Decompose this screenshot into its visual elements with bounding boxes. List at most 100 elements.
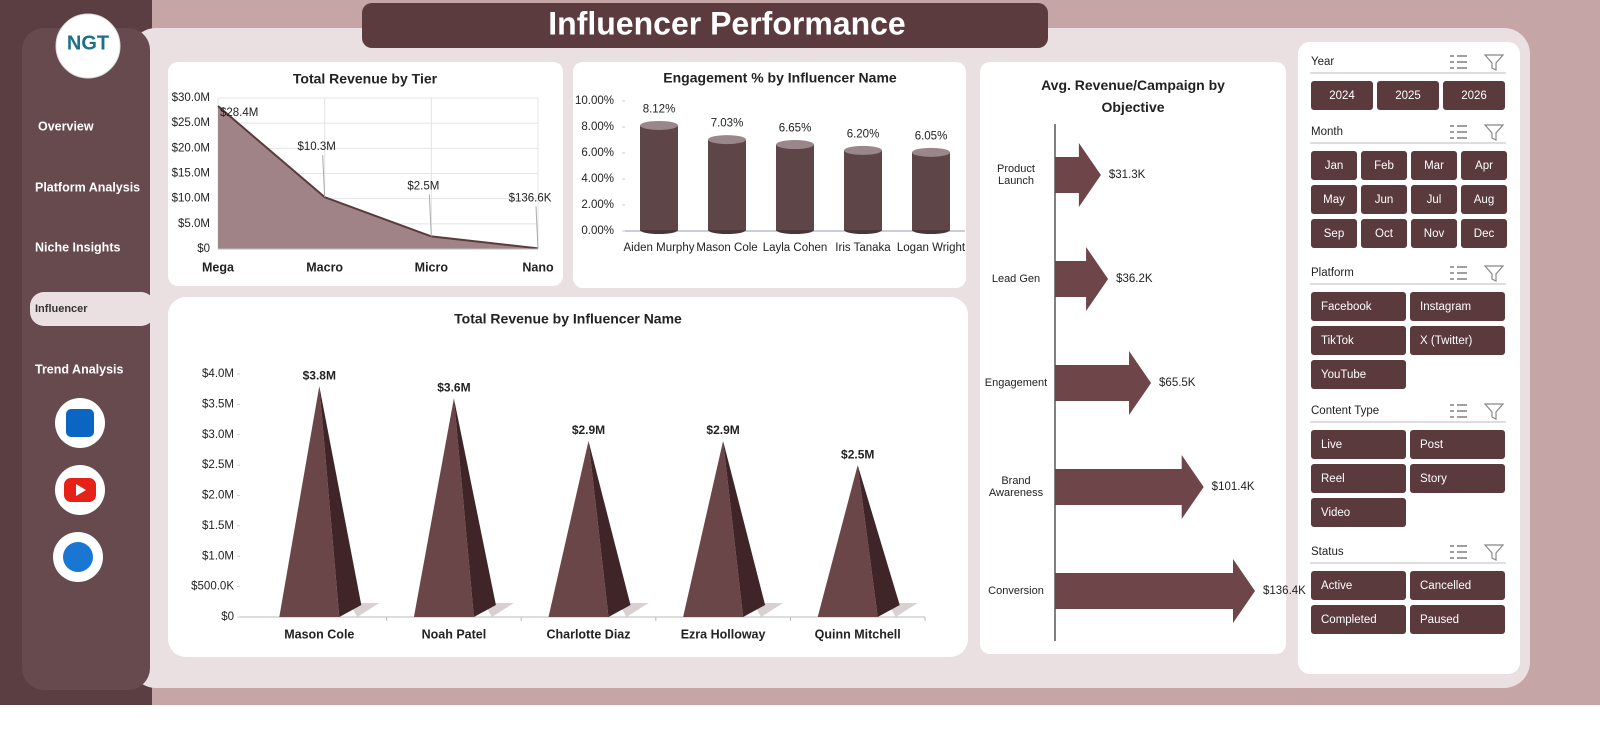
- slicer-button-label[interactable]: Post: [1420, 439, 1444, 451]
- y-tick-label: 6.00%: [581, 147, 614, 159]
- value-label: 6.20%: [847, 128, 880, 140]
- slicer-button[interactable]: [1361, 151, 1407, 180]
- slicer-button[interactable]: [1361, 185, 1407, 214]
- slicer-button-label[interactable]: Jun: [1375, 194, 1394, 206]
- slicer-button-label[interactable]: Video: [1321, 507, 1350, 519]
- value-label: $136.4K: [1263, 585, 1306, 597]
- clear-filter-icon[interactable]: [1483, 124, 1505, 141]
- clear-filter-icon[interactable]: [1483, 54, 1505, 71]
- slicer-button[interactable]: [1311, 326, 1406, 355]
- bar-top: [912, 147, 950, 157]
- clear-filter-icon[interactable]: [1483, 544, 1505, 561]
- x-tick-label: Mason Cole: [284, 627, 354, 641]
- chart-title: Engagement % by Influencer Name: [663, 70, 897, 86]
- slicer-button-label[interactable]: Sep: [1324, 228, 1344, 240]
- y-tick-label: $3.5M: [202, 398, 234, 410]
- slicer-button-label[interactable]: Reel: [1321, 473, 1345, 485]
- x-tick-label: Layla Cohen: [763, 242, 828, 254]
- slicer-button[interactable]: [1410, 430, 1505, 459]
- multi-select-icon[interactable]: [1450, 55, 1467, 69]
- slicer-button-label[interactable]: Jul: [1427, 194, 1442, 206]
- nav-item[interactable]: Platform Analysis: [35, 180, 140, 194]
- slicer-button[interactable]: [1411, 151, 1457, 180]
- slicer-button-label[interactable]: Facebook: [1321, 301, 1372, 313]
- multi-select-icon[interactable]: [1450, 125, 1467, 139]
- multi-select-icon[interactable]: [1450, 266, 1467, 280]
- slicer-button[interactable]: [1311, 571, 1406, 600]
- card: [168, 297, 968, 657]
- slicer-button[interactable]: [1311, 464, 1406, 493]
- y-tick-label: $2.5M: [202, 459, 234, 471]
- multi-select-icon[interactable]: [1450, 545, 1467, 559]
- slicer-button[interactable]: [1410, 464, 1505, 493]
- bar: [912, 152, 950, 230]
- slicer-button-label[interactable]: Paused: [1420, 614, 1459, 626]
- slicer-button[interactable]: [1461, 185, 1507, 214]
- chart-title: Total Revenue by Influencer Name: [454, 311, 682, 327]
- slicer-button[interactable]: [1311, 360, 1406, 389]
- slicer-button[interactable]: [1311, 185, 1357, 214]
- slicer-button[interactable]: [1443, 81, 1505, 110]
- nav-item[interactable]: Influencer: [35, 303, 88, 315]
- slicer-button-label[interactable]: Oct: [1375, 228, 1394, 240]
- slicer-button-label[interactable]: Completed: [1321, 614, 1377, 626]
- value-label: $28.4M: [220, 107, 258, 119]
- y-tick-label: $3.0M: [202, 429, 234, 441]
- category-label: Brand Awareness: [988, 475, 1044, 499]
- slicer-button[interactable]: [1410, 292, 1505, 321]
- value-label: $36.2K: [1116, 273, 1153, 285]
- slicer-button-label[interactable]: TikTok: [1321, 335, 1354, 347]
- nav-item[interactable]: Trend Analysis: [35, 362, 124, 376]
- slicer-button-label[interactable]: Jan: [1325, 160, 1344, 172]
- slicer-button-label[interactable]: Story: [1420, 473, 1447, 485]
- slicer-button[interactable]: [1461, 219, 1507, 248]
- nav-item[interactable]: Niche Insights: [35, 240, 120, 254]
- x-tick-label: Iris Tanaka: [835, 242, 891, 254]
- bar: [1055, 351, 1152, 415]
- value-label: 8.12%: [643, 103, 676, 115]
- slicer-button[interactable]: [1311, 292, 1406, 321]
- slicer-button[interactable]: [1410, 605, 1505, 634]
- slicer-button-label[interactable]: Active: [1321, 580, 1352, 592]
- nav-active-tab: [30, 292, 155, 326]
- slicer-button-label[interactable]: 2025: [1395, 90, 1421, 102]
- slicer-button-label[interactable]: X (Twitter): [1420, 335, 1473, 347]
- bar: [279, 386, 340, 617]
- slicer-button-label[interactable]: Feb: [1374, 160, 1394, 172]
- slicer-button[interactable]: [1311, 605, 1406, 634]
- sidebar: [22, 28, 150, 690]
- slicer-button[interactable]: [1377, 81, 1439, 110]
- slicer-button[interactable]: [1361, 219, 1407, 248]
- slicer-button[interactable]: [1311, 498, 1406, 527]
- clear-filter-icon[interactable]: [1483, 403, 1505, 420]
- slicer-button[interactable]: [1410, 326, 1505, 355]
- clear-filter-icon[interactable]: [1483, 265, 1505, 282]
- slicer-button[interactable]: [1410, 571, 1505, 600]
- slicer-button[interactable]: [1311, 81, 1373, 110]
- slicer-button[interactable]: [1411, 185, 1457, 214]
- slicer-button[interactable]: [1461, 151, 1507, 180]
- slicer-button-label[interactable]: Mar: [1424, 160, 1444, 172]
- slicer-button-label[interactable]: YouTube: [1321, 369, 1366, 381]
- x-tick-label: Micro: [415, 260, 449, 274]
- slicer-button-label[interactable]: Instagram: [1420, 301, 1471, 313]
- slicer-title: Status: [1311, 546, 1344, 558]
- slicer-button-label[interactable]: 2026: [1461, 90, 1487, 102]
- nav-item[interactable]: Overview: [38, 119, 94, 133]
- slicer-button[interactable]: [1311, 151, 1357, 180]
- slicer-button-label[interactable]: Live: [1321, 439, 1342, 451]
- multi-select-icon[interactable]: [1450, 404, 1467, 418]
- slicer-button-label[interactable]: Apr: [1475, 160, 1493, 172]
- slicer-button-label[interactable]: 2024: [1329, 90, 1355, 102]
- slicer-button-label[interactable]: Aug: [1474, 194, 1494, 206]
- slicer-button-label[interactable]: May: [1323, 194, 1345, 206]
- y-tick-label: $1.0M: [202, 550, 234, 562]
- slicer-button[interactable]: [1311, 430, 1406, 459]
- slicer-button-label[interactable]: Nov: [1424, 228, 1445, 240]
- slicer-button-label[interactable]: Dec: [1474, 228, 1495, 240]
- slicer-button[interactable]: [1411, 219, 1457, 248]
- slicer-button[interactable]: [1311, 219, 1357, 248]
- slicer-button-label[interactable]: Cancelled: [1420, 580, 1471, 592]
- x-tick-label: Quinn Mitchell: [815, 627, 901, 641]
